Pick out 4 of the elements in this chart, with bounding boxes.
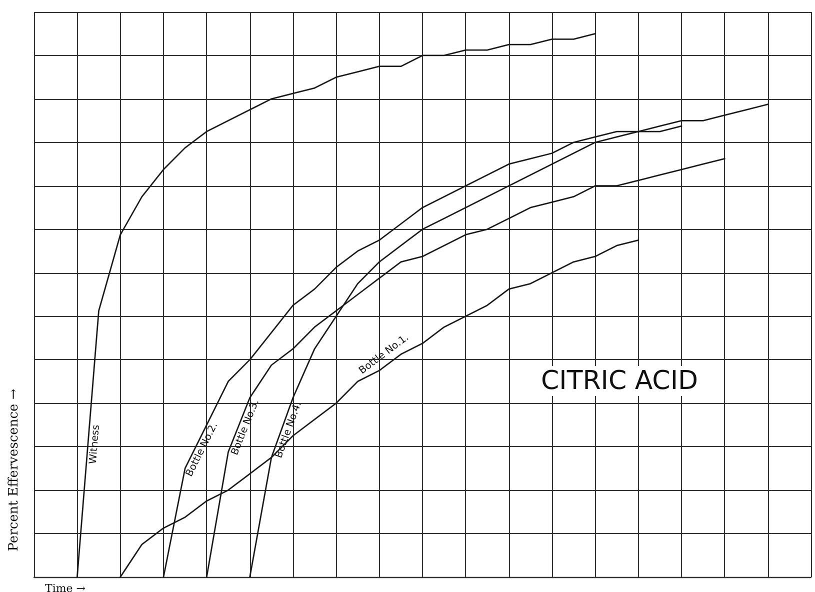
text: Witness [88, 424, 102, 464]
text: CITRIC ACID [541, 366, 698, 396]
x-axis-title: Time → [45, 582, 86, 592]
y-axis-title: Percent Effervescence → [6, 388, 22, 552]
